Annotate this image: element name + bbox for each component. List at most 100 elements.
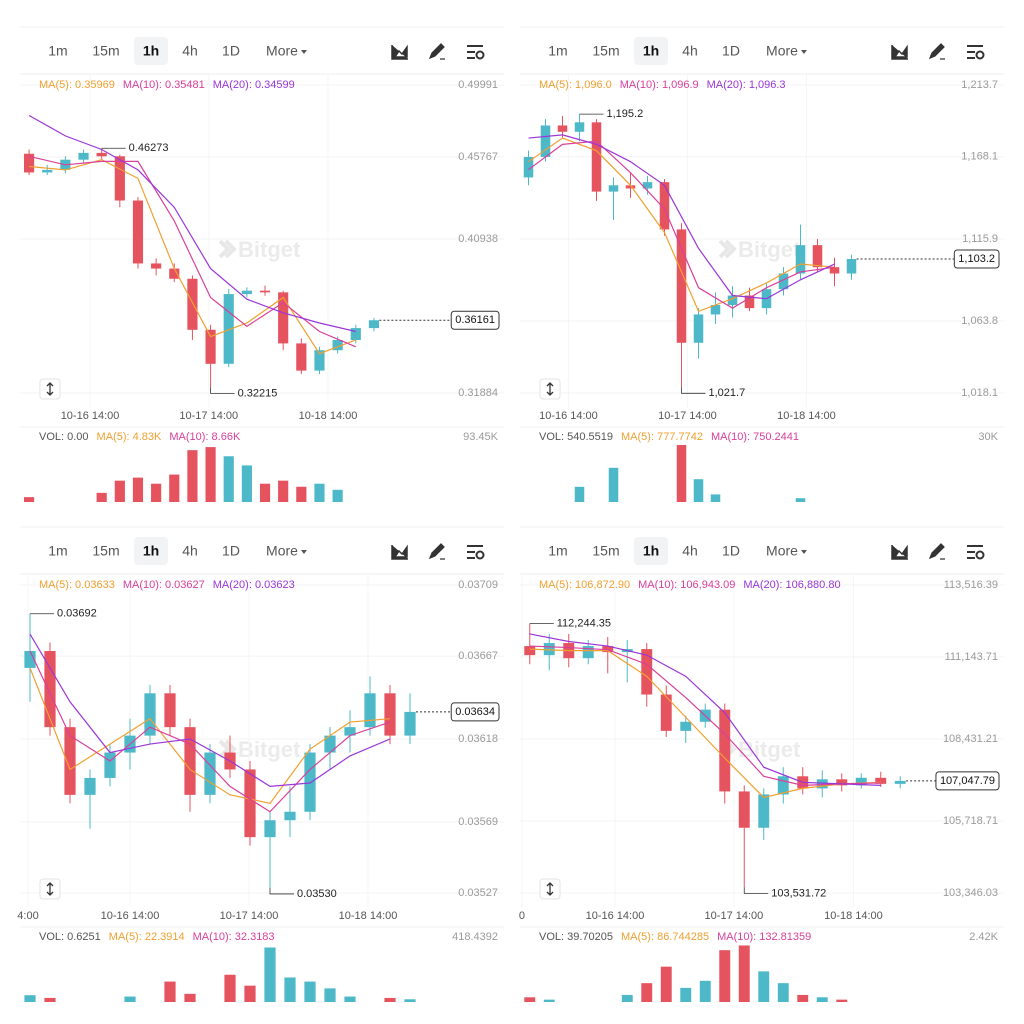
resize-icon[interactable] [546,382,554,396]
interval-tab[interactable]: 4h [182,543,198,559]
candle-body [680,721,692,731]
candle-body [296,343,307,371]
last-price-box [450,702,500,722]
chart-type-icon[interactable] [891,544,908,560]
volume-bar [777,983,789,1002]
volume-legend: MA(10): 8.66K [169,431,241,443]
draw-tool-icon[interactable] [928,543,945,560]
settings-icon-dot[interactable] [475,50,485,60]
settings-icon-dot[interactable] [975,50,985,60]
candle-body [524,646,536,656]
interval-tab[interactable]: 1D [722,43,740,59]
interval-tab[interactable]: More [766,43,798,59]
ma-legend: MA(5): 0.03633 [39,579,115,591]
draw-tool-icon[interactable] [928,43,945,60]
x-tick-label: 4:00 [17,910,38,922]
volume-legend: MA(5): 22.3914 [109,931,185,943]
x-tick-label: 10-17 14:00 [705,910,764,922]
interval-tab[interactable]: 1h [643,543,659,559]
volume-bar [795,498,806,502]
candle-body [259,290,271,293]
candle-body [384,693,396,736]
candle-body [855,777,867,786]
interval-tab[interactable]: 4h [182,43,198,59]
chart-type-icon[interactable] [391,44,408,60]
resize-icon[interactable] [46,882,54,896]
candle-body [676,229,687,343]
interval-tab[interactable]: 15m [92,43,119,59]
ma-legend: MA(20): 0.34599 [213,79,295,91]
interval-tab[interactable]: 15m [592,543,619,559]
candle-body [660,694,672,731]
resize-icon[interactable] [546,882,554,896]
volume-bar [324,988,336,1002]
interval-tab[interactable]: 1D [222,43,240,59]
interval-tab[interactable]: 1D [222,543,240,559]
candle-body [144,693,156,736]
ma-line [529,633,881,786]
x-tick-label: 10-18 14:00 [824,910,883,922]
candle-body [42,169,53,173]
interval-tab[interactable]: More [766,543,798,559]
x-tick-label: 10-18 14:00 [299,410,358,422]
volume-bar [543,999,555,1002]
ma-legend: MA(10): 0.03627 [123,579,205,591]
interval-tab[interactable]: More [266,543,298,559]
interval-tab[interactable]: 15m [92,543,119,559]
ma-legend: MA(20): 0.03623 [213,579,295,591]
ma-line [29,650,391,813]
candle-body [264,820,276,838]
settings-icon-dot[interactable] [475,550,485,560]
chart-type-icon[interactable] [391,544,408,560]
candle-body [642,182,653,189]
settings-icon[interactable] [467,545,483,559]
interval-tab[interactable]: 15m [592,43,619,59]
candle-body [132,200,144,264]
ma-line [528,140,835,309]
x-tick-label: 10-16 14:00 [586,910,645,922]
candle-body [557,125,568,132]
ma-line [529,648,881,799]
ma-line [529,645,881,786]
candle-body [24,651,36,668]
interval-tab[interactable]: 1m [548,43,567,59]
candle-body [777,776,789,795]
candle-body [641,649,653,695]
candle-body [816,779,828,789]
resize-icon[interactable] [46,382,54,396]
settings-icon[interactable] [967,45,983,59]
settings-icon-dot[interactable] [975,550,985,560]
ma-line [528,137,835,313]
volume-bar [524,997,536,1002]
draw-tool-icon[interactable] [428,43,445,60]
volume-bar [699,980,711,1002]
interval-tab[interactable]: 4h [682,543,698,559]
x-tick-label: 10-18 14:00 [777,410,836,422]
interval-tab[interactable]: 4h [682,43,698,59]
candle-body [344,727,356,736]
settings-icon[interactable] [967,545,983,559]
chart-type-icon[interactable] [891,44,908,60]
candle-body [169,268,180,279]
ma-legend: MA(10): 106,943.09 [638,579,735,591]
candle-body [710,304,721,315]
interval-tab[interactable]: More [266,43,298,59]
draw-tool-icon[interactable] [428,543,445,560]
high-label: 1,195.2 [607,108,644,120]
candle-body [78,152,89,160]
settings-icon[interactable] [467,45,483,59]
interval-tab[interactable]: 1h [143,43,159,59]
interval-tab[interactable]: 1D [722,543,740,559]
volume-bar [296,486,307,502]
interval-tab[interactable]: 1h [143,543,159,559]
interval-tab[interactable]: 1m [48,43,67,59]
volume-bar [187,450,198,502]
interval-tab[interactable]: 1h [643,43,659,59]
x-tick-label: 10-16 14:00 [61,410,120,422]
volume-bar [184,993,196,1002]
ma-line [28,114,356,333]
volume-bar [114,480,125,502]
interval-tab[interactable]: 1m [548,543,567,559]
interval-tab[interactable]: 1m [48,543,67,559]
y-tick-label: 1,168.1 [961,151,998,163]
